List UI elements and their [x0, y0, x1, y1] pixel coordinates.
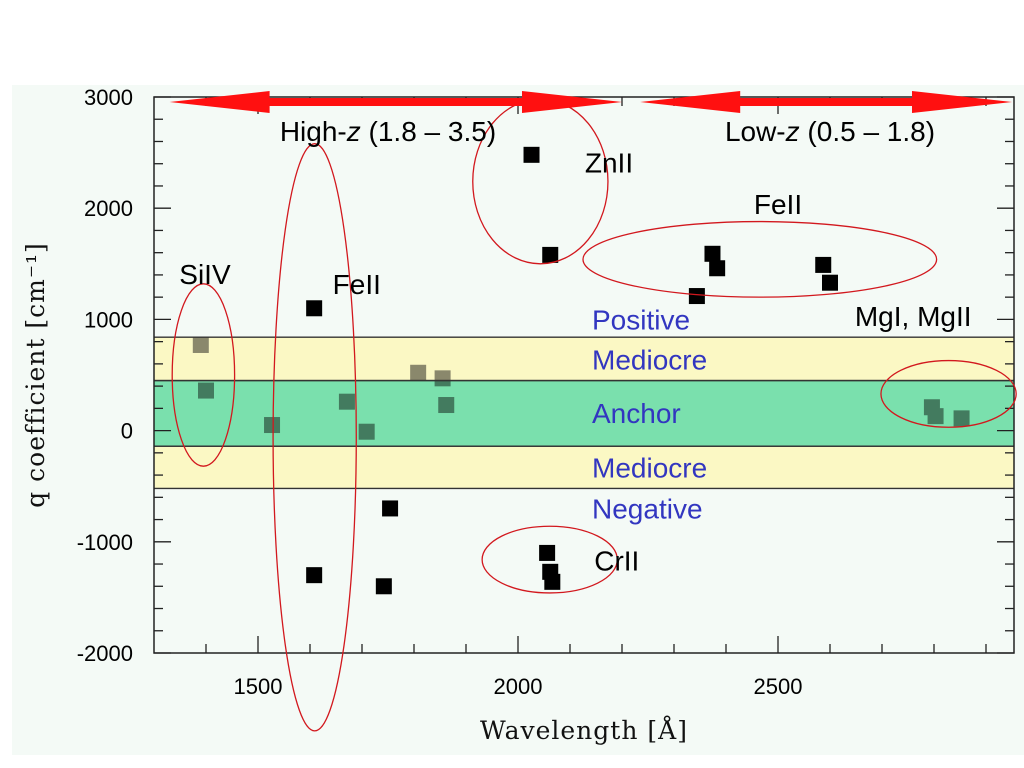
ellipse-crii [481, 525, 618, 594]
data-point [542, 246, 559, 263]
y-tick-label: -1000 [77, 530, 133, 555]
plot-border [153, 96, 1015, 654]
band-overlay-mediocre [154, 446, 1014, 489]
low-z-range-arrow [640, 91, 1012, 113]
high-z-label: High-z (1.8 – 3.5) [280, 116, 496, 147]
data-point [544, 573, 561, 590]
data-point [704, 245, 721, 262]
ellipse-feii-low [582, 220, 938, 298]
band-label-mediocre: Mediocre [592, 452, 707, 483]
y-axis-title: q coefficient [cm⁻¹] [21, 242, 50, 508]
data-point [306, 300, 323, 317]
annotation-feii: FeII [754, 189, 802, 220]
data-point [375, 578, 392, 595]
band-label-negative: Negative [592, 493, 703, 524]
low-z-label: Low-z (0.5 – 1.8) [725, 116, 935, 147]
data-point [709, 260, 726, 277]
y-tick-label: 2000 [84, 196, 133, 221]
ellipse-siiv [171, 283, 236, 467]
ellipse-mg [880, 359, 1017, 428]
data-point [523, 146, 540, 163]
annotation-siiv: SiIV [179, 259, 231, 290]
bands-overlay [154, 337, 1014, 489]
data-point [822, 274, 838, 291]
y-tick-label: 1000 [84, 307, 133, 332]
annotation-mgi-mgii: MgI, MgII [855, 301, 972, 332]
band-overlay-anchor [154, 380, 1014, 447]
annotation-feii: FeII [333, 269, 381, 300]
x-tick-label: 1500 [234, 674, 283, 699]
x-axis-title: Wavelength [Å] [480, 715, 688, 745]
annotation-znii: ZnII [585, 148, 633, 179]
x-tick-label: 2000 [494, 674, 543, 699]
ellipse-feii-high [272, 143, 357, 732]
y-tick-label: -2000 [77, 641, 133, 666]
text-layer: 1500 2000 2500 -2000 -1000 0 1000 2000 3000 High-… [77, 85, 972, 699]
x-tick-label: 2500 [754, 674, 803, 699]
band-overlay-mediocre [154, 337, 1014, 381]
range-arrows [169, 91, 1012, 113]
band-label-positive: Positive [592, 304, 690, 335]
data-point [382, 500, 399, 517]
band-label-mediocre: Mediocre [592, 344, 707, 375]
y-tick-label: 3000 [84, 85, 133, 110]
high-z-range-arrow [169, 91, 622, 113]
y-tick-label: 0 [121, 419, 133, 444]
data-point [539, 544, 556, 561]
band-label-anchor: Anchor [592, 398, 681, 429]
annotation-crii: CrII [594, 546, 639, 577]
data-point [688, 288, 705, 305]
data-point [815, 256, 832, 273]
band-boundaries [154, 336, 1014, 490]
data-point [306, 567, 323, 584]
